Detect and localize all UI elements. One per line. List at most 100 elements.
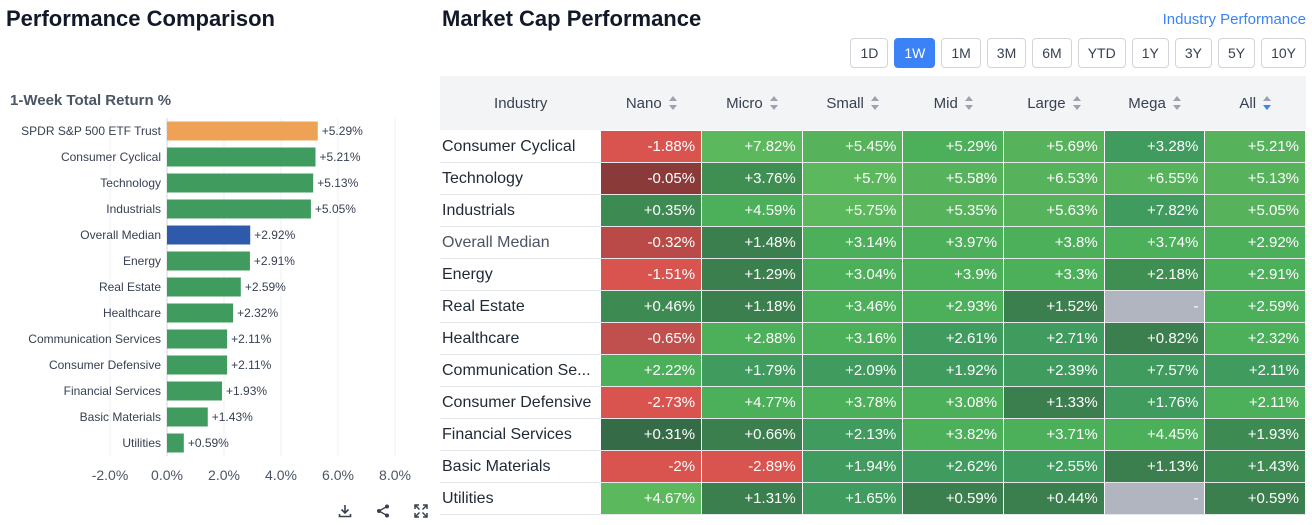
column-header-mega[interactable]: Mega <box>1105 95 1206 112</box>
table-row[interactable]: Basic Materials -2% -2.89% +1.94% +2.62% +2.5… <box>440 451 1306 483</box>
sort-icon[interactable] <box>1072 96 1082 110</box>
table-row[interactable]: Energy -1.51% +1.29% +3.04% +3.9% +3.3% +2.18%… <box>440 259 1306 291</box>
industry-name[interactable]: Communication Se... <box>442 361 591 379</box>
industry-name[interactable]: Consumer Defensive <box>442 393 592 411</box>
cell-small: +5.45% <box>802 131 904 162</box>
table-row[interactable]: Communication Se... +2.22% +1.79% +2.09% +1.… <box>440 355 1306 387</box>
industry-name[interactable]: Energy <box>442 265 493 283</box>
category-label: Utilities <box>122 436 161 450</box>
bar <box>167 355 228 375</box>
cell-mega: +3.74% <box>1104 227 1206 258</box>
bar <box>167 433 184 453</box>
industry-name[interactable]: Basic Materials <box>442 457 551 475</box>
share-icon[interactable] <box>374 502 392 520</box>
column-header-large[interactable]: Large <box>1004 95 1105 112</box>
table-row[interactable]: Financial Services +0.31% +0.66% +2.13% +3.8… <box>440 419 1306 451</box>
column-header-micro[interactable]: Micro <box>702 95 803 112</box>
cell-mid: +5.35% <box>903 195 1005 226</box>
period-button-10y[interactable]: 10Y <box>1261 38 1306 68</box>
x-tick-label: 4.0% <box>265 467 297 483</box>
value-label: +0.59% <box>188 436 229 450</box>
period-selector: 1D 1W 1M 3M 6M YTD 1Y 3Y 5Y 10Y <box>850 38 1306 68</box>
x-tick-label: 6.0% <box>322 467 354 483</box>
sort-icon[interactable] <box>1263 96 1272 110</box>
column-header-label: Industry <box>494 94 548 112</box>
period-button-1w[interactable]: 1W <box>894 38 936 68</box>
period-button-5y[interactable]: 5Y <box>1217 38 1256 68</box>
cell-small: +1.94% <box>802 451 904 482</box>
download-icon[interactable] <box>336 502 354 520</box>
cell-mega: +4.45% <box>1104 419 1206 450</box>
column-header-label: Small <box>826 94 864 112</box>
sort-icon[interactable] <box>870 96 880 110</box>
cell-large: +1.52% <box>1004 291 1105 322</box>
cell-micro: -2.89% <box>702 451 803 482</box>
column-header-label: Micro <box>726 94 763 112</box>
cell-all: +0.59% <box>1205 483 1306 514</box>
cell-mid: +2.62% <box>903 451 1005 482</box>
cell-micro: +1.79% <box>702 355 803 386</box>
cell-large: +2.55% <box>1004 451 1105 482</box>
period-button-3y[interactable]: 3Y <box>1174 38 1212 68</box>
cell-mid: +1.92% <box>903 355 1005 386</box>
table-row[interactable]: Technology -0.05% +3.76% +5.7% +5.58% +6.53% +… <box>440 163 1306 195</box>
chart-title: 1-Week Total Return % <box>10 92 171 109</box>
column-header-all[interactable]: All <box>1205 95 1306 112</box>
column-header-label: All <box>1239 94 1257 112</box>
cell-small: +5.7% <box>802 163 904 194</box>
value-label: +1.43% <box>212 410 253 424</box>
industry-name[interactable]: Real Estate <box>442 297 525 315</box>
cell-small: +3.78% <box>802 387 904 418</box>
sort-icon[interactable] <box>769 96 779 110</box>
industry-name[interactable]: Technology <box>442 169 523 187</box>
column-header-small[interactable]: Small <box>803 95 904 112</box>
industry-name[interactable]: Industrials <box>442 201 515 219</box>
table-row[interactable]: Real Estate +0.46% +1.18% +3.46% +2.93% +1.52… <box>440 291 1306 323</box>
cell-mid: +5.29% <box>903 131 1005 162</box>
industry-name[interactable]: Healthcare <box>442 329 520 347</box>
x-tick-label: -2.0% <box>92 467 129 483</box>
period-button-1d[interactable]: 1D <box>850 38 889 68</box>
column-header-nano[interactable]: Nano <box>601 95 702 112</box>
table-row[interactable]: Consumer Defensive -2.73% +4.77% +3.78% +3.0… <box>440 387 1306 419</box>
period-button-3m[interactable]: 3M <box>986 38 1027 68</box>
table-row[interactable]: Utilities +4.67% +1.31% +1.65% +0.59% +0.44% -… <box>440 483 1306 515</box>
bar <box>167 251 250 271</box>
cell-mega: +2.18% <box>1104 259 1206 290</box>
cell-mid: +3.08% <box>903 387 1005 418</box>
cell-micro: +1.31% <box>702 483 803 514</box>
cell-mega: - <box>1104 483 1206 514</box>
expand-icon[interactable] <box>412 502 430 520</box>
period-button-1y[interactable]: 1Y <box>1131 38 1169 68</box>
cell-large: +6.53% <box>1004 163 1105 194</box>
cell-micro: +4.77% <box>702 387 803 418</box>
column-header-mid[interactable]: Mid <box>903 95 1004 112</box>
cell-mid: +2.93% <box>903 291 1005 322</box>
industry-name[interactable]: Financial Services <box>442 425 572 443</box>
bar-chart-svg: 1-Week Total Return % -2.0% 0.0% 2.0% 4.0% 6.… <box>10 92 411 483</box>
cell-mid: +3.9% <box>903 259 1005 290</box>
value-label: +2.11% <box>231 332 271 346</box>
table-row[interactable]: Healthcare -0.65% +2.88% +3.16% +2.61% +2.71%… <box>440 323 1306 355</box>
column-header-industry: Industry <box>440 95 601 112</box>
industry-performance-link[interactable]: Industry Performance <box>1162 11 1306 28</box>
cell-nano: +2.22% <box>601 355 703 386</box>
period-button-ytd[interactable]: YTD <box>1077 38 1126 68</box>
industry-name[interactable]: Utilities <box>442 489 494 507</box>
period-button-6m[interactable]: 6M <box>1032 38 1072 68</box>
table-row[interactable]: Industrials +0.35% +4.59% +5.75% +5.35% +5.63… <box>440 195 1306 227</box>
cell-all: +2.91% <box>1205 259 1306 290</box>
sort-icon[interactable] <box>964 96 974 110</box>
industry-name[interactable]: Consumer Cyclical <box>442 137 576 155</box>
table-row[interactable]: Consumer Cyclical -1.88% +7.82% +5.45% +5.29… <box>440 131 1306 163</box>
table-body: Consumer Cyclical -1.88% +7.82% +5.45% +5.29… <box>440 131 1306 515</box>
cell-large: +0.44% <box>1004 483 1105 514</box>
table-row[interactable]: Overall Median -0.32% +1.48% +3.14% +3.97% +3… <box>440 227 1306 259</box>
period-button-1m[interactable]: 1M <box>941 38 981 68</box>
sort-icon[interactable] <box>668 96 678 110</box>
industry-name[interactable]: Overall Median <box>442 233 550 251</box>
cell-nano: -1.51% <box>601 259 703 290</box>
cell-all: +2.11% <box>1205 355 1306 386</box>
cell-mid: +5.58% <box>903 163 1005 194</box>
sort-icon[interactable] <box>1172 96 1182 110</box>
